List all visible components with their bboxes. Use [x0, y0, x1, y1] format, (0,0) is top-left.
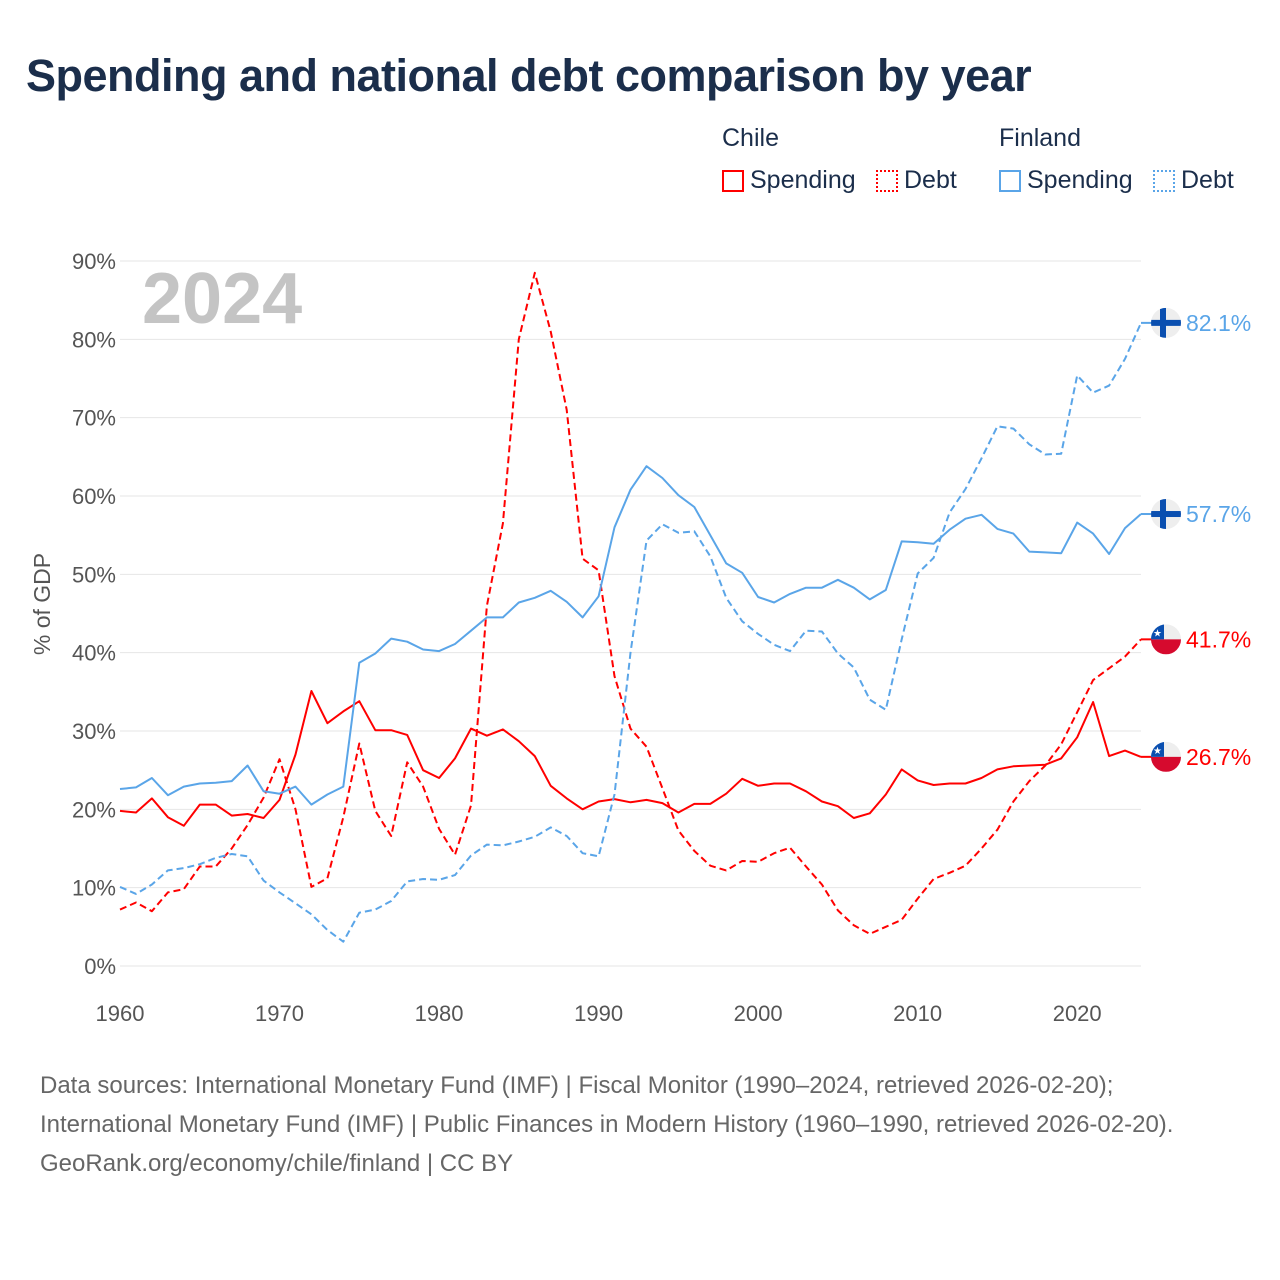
flag-cross-v	[1160, 307, 1166, 338]
series-line-finland-spending	[119, 465, 1142, 806]
legend-label: Debt	[904, 166, 957, 194]
legend-swatch-solid	[999, 169, 1021, 192]
x-tick-label: 2000	[734, 1001, 783, 1026]
flag-star: ★	[1153, 628, 1162, 639]
legend-swatch-dotted	[1153, 169, 1175, 192]
flag-star: ★	[1153, 746, 1162, 757]
footer: Data sources: International Monetary Fun…	[40, 1066, 1240, 1183]
finland-flag-icon	[1151, 307, 1181, 338]
y-tick-label: 40%	[72, 641, 116, 666]
legend-finland-debt[interactable]: Debt	[1153, 166, 1234, 195]
legend-group-chile: Chile	[722, 124, 779, 152]
credit-link[interactable]: GeoRank.org/economy/chile/finland | CC B…	[40, 1150, 514, 1177]
legend-chile-spending[interactable]: Spending	[722, 166, 856, 195]
end-value-label: 41.7%	[1186, 626, 1251, 652]
legend-finland-spending[interactable]: Spending	[999, 166, 1133, 195]
data-sources: Data sources: International Monetary Fun…	[40, 1072, 1174, 1138]
y-tick-label: 60%	[72, 484, 116, 509]
x-tick-label: 1980	[415, 1001, 464, 1026]
chile-flag-icon: ★	[1151, 624, 1181, 655]
series-line-finland-debt	[119, 322, 1142, 943]
end-value-label: 57.7%	[1186, 501, 1251, 527]
chart-title: Spending and national debt comparison by…	[26, 50, 1032, 101]
legend-group-finland: Finland	[999, 124, 1081, 152]
end-value-label: 82.1%	[1186, 310, 1251, 336]
series-line-chile-spending	[119, 690, 1142, 827]
legend-swatch-solid	[722, 169, 744, 192]
y-tick-label: 0%	[84, 954, 116, 979]
flag-cross-v	[1160, 499, 1166, 530]
y-tick-label: 70%	[72, 406, 116, 431]
y-tick-label: 80%	[72, 327, 116, 352]
flag-red	[1151, 639, 1181, 655]
legend-swatch-dotted	[876, 169, 898, 192]
x-tick-label: 1990	[574, 1001, 623, 1026]
x-tick-label: 2010	[893, 1001, 942, 1026]
x-tick-label: 1960	[96, 1001, 145, 1026]
y-tick-label: 50%	[72, 562, 116, 587]
line-chart: 0% 10% 20% 30% 40% 50% 60% 70% 80% 90% 1960 1970 198…	[29, 249, 1251, 1026]
legend-label: Spending	[750, 166, 856, 194]
y-tick-label: 30%	[72, 719, 116, 744]
end-value-label: 26.7%	[1186, 744, 1251, 770]
year-watermark: 2024	[142, 259, 302, 339]
y-tick-label: 90%	[72, 249, 116, 274]
series-line-chile-debt	[119, 271, 1142, 935]
y-axis-label: % of GDP	[29, 553, 55, 655]
x-tick-label: 2020	[1053, 1001, 1102, 1026]
y-tick-label: 20%	[72, 797, 116, 822]
x-tick-label: 1970	[255, 1001, 304, 1026]
legend-label: Spending	[1027, 166, 1133, 194]
legend-chile-debt[interactable]: Debt	[876, 166, 957, 195]
y-tick-label: 10%	[72, 876, 116, 901]
finland-flag-icon	[1151, 499, 1181, 530]
chile-flag-icon: ★	[1151, 741, 1181, 772]
flag-red	[1151, 756, 1181, 772]
legend-label: Debt	[1181, 166, 1234, 194]
